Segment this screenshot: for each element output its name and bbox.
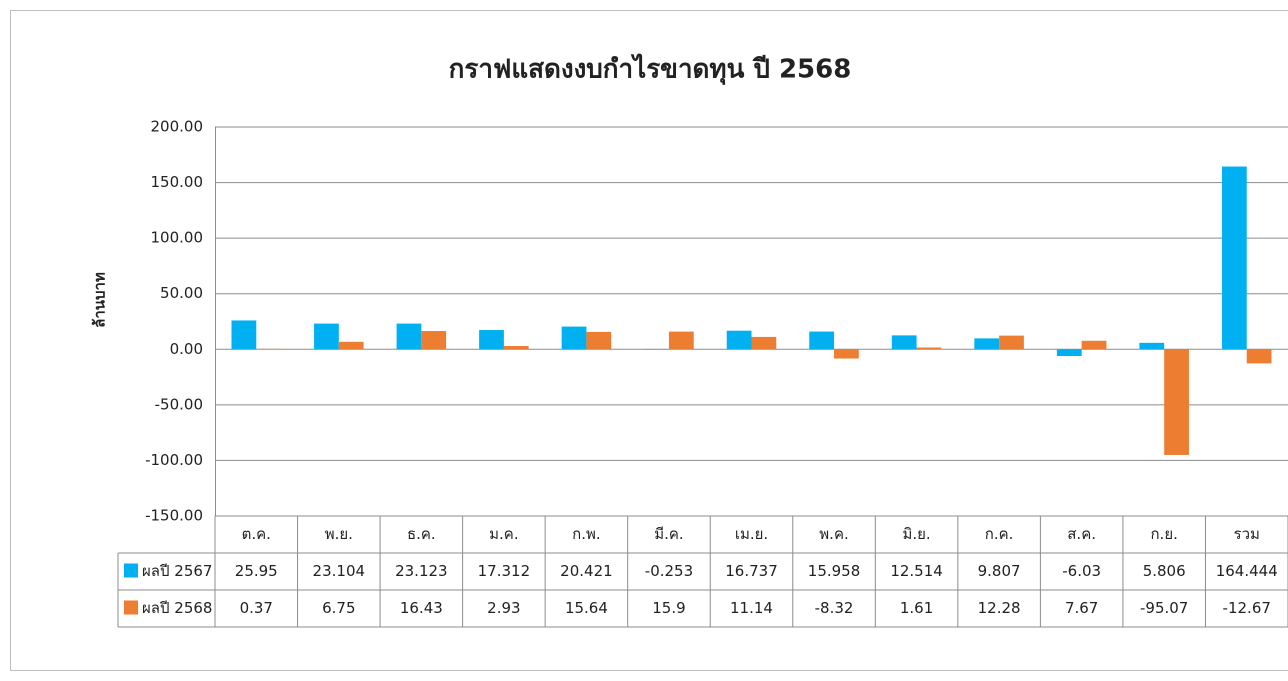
table-value: 23.123 (395, 562, 448, 580)
x-tick-label: มิ.ย. (902, 525, 930, 543)
chart-frame (10, 10, 1288, 671)
bar (503, 346, 529, 350)
bar (1139, 342, 1165, 350)
bar (314, 323, 339, 350)
table-value: 7.67 (1065, 599, 1098, 617)
y-tick-label: 150.00 (151, 173, 204, 191)
bar (586, 331, 612, 350)
y-tick-label: -100.00 (145, 451, 203, 469)
bar (726, 330, 752, 350)
x-tick-label: พ.ค. (819, 525, 848, 543)
table-value: -95.07 (1140, 599, 1188, 617)
bar (751, 336, 777, 350)
table-value: -12.67 (1223, 599, 1271, 617)
bar (999, 335, 1024, 350)
table-value: -8.32 (815, 599, 854, 617)
table-value: 16.737 (725, 562, 778, 580)
x-tick-label: เม.ย. (735, 525, 768, 543)
table-value: 2.93 (487, 599, 520, 617)
table-value: 12.514 (890, 562, 943, 580)
table-value: 20.421 (560, 562, 613, 580)
y-tick-label: -150.00 (145, 507, 203, 525)
y-tick-label: 50.00 (160, 284, 203, 302)
table-value: 11.14 (730, 599, 773, 617)
bar (338, 341, 364, 350)
table-value: -6.03 (1062, 562, 1101, 580)
legend-swatch (124, 563, 138, 578)
table-value: 6.75 (322, 599, 355, 617)
chart-title: กราฟแสดงงบกำไรขาดทุน ปี 2568 (449, 53, 852, 86)
legend-label: ผลปี 2568 (142, 599, 212, 617)
table-value: 17.312 (478, 562, 531, 580)
x-tick-label: มี.ค. (654, 525, 683, 543)
x-tick-label: ก.ย. (1150, 525, 1177, 543)
bar (1164, 349, 1189, 455)
bar (1056, 349, 1082, 356)
bar (1081, 340, 1107, 350)
x-tick-label: รวม (1234, 525, 1260, 543)
bar (1221, 166, 1247, 350)
y-axis-label: ล้านบาท (91, 272, 109, 328)
legend-swatch (124, 600, 138, 615)
bar (891, 335, 917, 350)
x-tick-label: ก.ค. (985, 525, 1014, 543)
bar (396, 323, 422, 350)
x-tick-label: พ.ย. (325, 525, 353, 543)
table-value: 12.28 (978, 599, 1021, 617)
y-tick-label: -50.00 (155, 395, 203, 413)
table-value: 15.9 (652, 599, 685, 617)
bar (974, 338, 1000, 350)
bar (916, 347, 942, 350)
y-tick-label: 0.00 (170, 340, 203, 358)
bar (668, 331, 694, 350)
bar (421, 331, 447, 350)
bar (809, 331, 835, 350)
table-value: 164.444 (1216, 562, 1278, 580)
y-tick-label: 100.00 (151, 229, 204, 247)
x-tick-label: ส.ค. (1067, 525, 1096, 543)
table-value: 23.104 (313, 562, 366, 580)
table-value: -0.253 (645, 562, 693, 580)
legend-label: ผลปี 2567 (142, 562, 212, 580)
table-value: 15.958 (808, 562, 861, 580)
bar (561, 326, 587, 350)
table-value: 5.806 (1143, 562, 1186, 580)
table-value: 16.43 (400, 599, 443, 617)
x-tick-label: ต.ค. (242, 525, 271, 543)
table-value: 15.64 (565, 599, 608, 617)
table-value: 1.61 (900, 599, 933, 617)
x-tick-label: ม.ค. (489, 525, 518, 543)
x-tick-label: ก.พ. (572, 525, 601, 543)
bar (834, 349, 859, 359)
bar (1246, 349, 1272, 364)
bar (479, 330, 504, 350)
table-value: 25.95 (235, 562, 278, 580)
x-tick-label: ธ.ค. (407, 525, 436, 543)
bar (231, 320, 257, 350)
y-tick-label: 200.00 (151, 118, 204, 136)
table-value: 0.37 (240, 599, 273, 617)
table-value: 9.807 (978, 562, 1021, 580)
